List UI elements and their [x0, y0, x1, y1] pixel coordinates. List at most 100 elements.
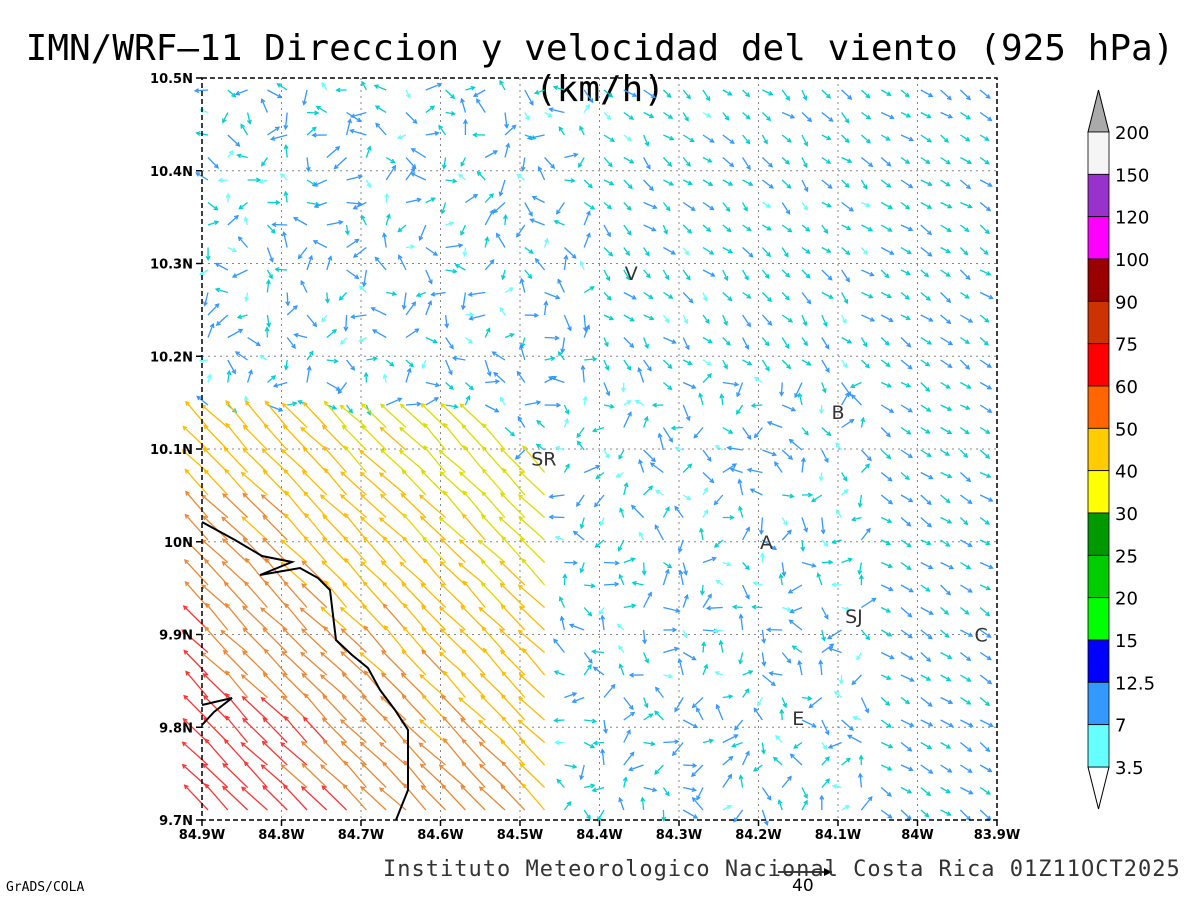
- wind-vector-head: [701, 641, 707, 647]
- wind-vector: [880, 516, 892, 523]
- wind-vector-head: [604, 365, 610, 371]
- wind-vector: [202, 515, 229, 541]
- wind-vector: [363, 581, 387, 608]
- wind-vector: [714, 494, 724, 505]
- wind-vector: [761, 652, 765, 666]
- wind-vector-head: [946, 298, 952, 304]
- wind-vector-head: [379, 426, 385, 432]
- wind-vector-head: [627, 184, 633, 190]
- wind-vector: [920, 494, 932, 505]
- wind-vector: [361, 717, 387, 743]
- wind-vector-head: [322, 536, 328, 542]
- wind-vector-head: [553, 638, 558, 644]
- wind-vector-head: [322, 514, 328, 520]
- wind-vector: [788, 584, 803, 594]
- wind-vector-head: [500, 604, 506, 610]
- wind-vector: [360, 561, 387, 586]
- wind-vector: [780, 709, 783, 721]
- wind-vector-head: [358, 337, 364, 343]
- wind-vector-head: [784, 343, 790, 350]
- wind-vector: [642, 416, 648, 428]
- wind-vector-head: [438, 124, 443, 130]
- wind-vector: [363, 625, 387, 653]
- wind-vector: [900, 134, 914, 141]
- wind-vector-head: [844, 118, 850, 124]
- wind-vector-head: [908, 497, 914, 503]
- wind-vector-head: [460, 305, 466, 311]
- wind-vector-head: [608, 315, 615, 321]
- wind-vector: [860, 463, 870, 473]
- wind-vector-head: [261, 448, 267, 454]
- wind-vector-head: [225, 192, 231, 198]
- wind-vector: [398, 255, 407, 271]
- wind-vector-head: [590, 583, 596, 589]
- wind-vector: [280, 173, 288, 181]
- wind-vector: [900, 156, 910, 164]
- wind-vector-head: [437, 82, 443, 88]
- wind-vector-head: [786, 658, 792, 664]
- wind-vector: [880, 787, 892, 797]
- wind-vector-head: [842, 476, 848, 482]
- wind-vector: [593, 666, 605, 676]
- wind-vector-head: [419, 763, 425, 769]
- wind-vector-head: [343, 535, 349, 541]
- wind-vector-head: [397, 227, 403, 233]
- wind-vector: [445, 382, 454, 390]
- wind-vector-head: [195, 172, 201, 177]
- wind-vector-head: [924, 272, 930, 278]
- wind-vector-head: [262, 627, 268, 633]
- wind-vector-head: [311, 132, 317, 138]
- wind-vector-head: [835, 509, 841, 515]
- wind-vector-head: [696, 795, 701, 801]
- wind-vector-head: [586, 232, 591, 238]
- wind-vector-head: [907, 633, 913, 639]
- wind-vector-head: [927, 634, 933, 640]
- wind-vector: [399, 450, 427, 473]
- wind-vector-head: [398, 254, 403, 260]
- wind-vector: [184, 514, 209, 541]
- wind-vector-head: [576, 440, 582, 446]
- wind-vector-head: [587, 663, 592, 670]
- wind-vector-head: [428, 279, 433, 285]
- wind-vector-head: [928, 92, 934, 98]
- place-label: A: [760, 532, 773, 554]
- wind-vector: [781, 224, 792, 233]
- wind-vector: [880, 606, 891, 613]
- wind-vector-head: [886, 454, 892, 460]
- wind-vector: [303, 402, 328, 428]
- wind-vector-head: [225, 400, 231, 406]
- wind-vector-head: [489, 209, 494, 215]
- wind-vector-head: [766, 421, 773, 426]
- wind-vector-head: [461, 513, 467, 519]
- wind-vector: [383, 603, 407, 631]
- wind-vector: [643, 201, 657, 209]
- wind-vector: [462, 513, 486, 541]
- wind-vector-head: [675, 608, 681, 613]
- wind-vector-head: [339, 404, 345, 410]
- wind-vector: [422, 536, 447, 563]
- wind-vector-head: [904, 699, 911, 705]
- wind-vector: [778, 800, 783, 811]
- wind-vector: [701, 584, 704, 595]
- wind-vector: [821, 179, 833, 189]
- wind-vector: [419, 494, 447, 518]
- wind-vector: [623, 134, 632, 141]
- wind-vector: [733, 809, 744, 822]
- wind-vector: [722, 112, 730, 121]
- wind-vector-head: [300, 426, 306, 432]
- wind-vector-head: [510, 431, 516, 437]
- wind-vector: [421, 470, 447, 496]
- wind-vector-head: [986, 271, 992, 276]
- wind-vector-head: [946, 676, 952, 682]
- x-tick-label: 84.5W: [497, 828, 543, 843]
- wind-vector: [642, 629, 646, 644]
- wind-vector: [801, 112, 812, 122]
- wind-vector: [940, 696, 953, 704]
- wind-vector-head: [967, 768, 973, 773]
- wind-vector-head: [947, 406, 953, 411]
- wind-vector: [227, 246, 237, 252]
- wind-vector-head: [654, 710, 660, 716]
- wind-vector: [583, 104, 590, 113]
- wind-vector: [582, 365, 585, 383]
- wind-vector-head: [450, 94, 456, 100]
